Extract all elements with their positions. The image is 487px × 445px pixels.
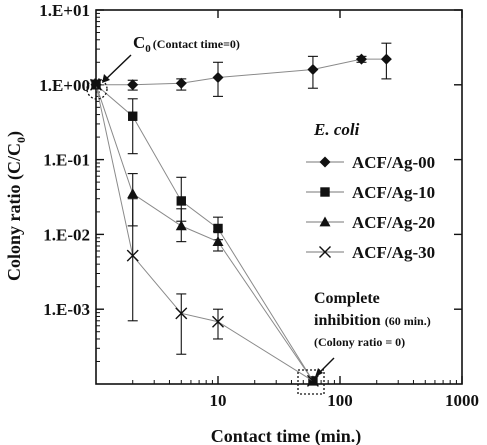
complete-inhibition-annotation: Complete inhibition(60 min.) (Colony rat… xyxy=(298,290,431,394)
y-tick-label: 1.E+01 xyxy=(39,1,90,20)
legend-label: ACF/Ag-20 xyxy=(352,213,435,232)
x-tick-label: 100 xyxy=(327,391,353,410)
inhibition-label-line3: (Colony ratio = 0) xyxy=(314,335,405,349)
y-tick-label: 1.E+00 xyxy=(39,76,90,95)
y-axis-ticks: 1.E+01 1.E+00 1.E-01 1.E-02 1.E-03 xyxy=(39,1,462,361)
c0-label: C0(Contact time=0) xyxy=(133,33,240,55)
x-tick-label: 10 xyxy=(210,391,227,410)
y-tick-label: 1.E-03 xyxy=(43,300,90,319)
legend-item: ACF/Ag-00 xyxy=(306,153,435,172)
square-marker xyxy=(320,187,329,196)
diamond-marker xyxy=(381,54,392,65)
legend-item: ACF/Ag-30 xyxy=(306,243,435,262)
legend-label: ACF/Ag-30 xyxy=(352,243,435,262)
diamond-marker xyxy=(307,64,318,75)
y-tick-label: 1.E-01 xyxy=(43,151,90,170)
legend-item: ACF/Ag-20 xyxy=(306,213,435,232)
diamond-marker xyxy=(213,72,224,83)
triangle-marker xyxy=(213,236,224,246)
series-acf-ag-20 xyxy=(91,79,319,385)
legend-label: ACF/Ag-10 xyxy=(352,183,435,202)
legend-title: E. coli xyxy=(313,120,360,139)
square-marker xyxy=(128,112,137,121)
x-axis-label: Contact time (min.) xyxy=(211,426,361,445)
inhibition-label-line2: inhibition(60 min.) xyxy=(314,312,431,329)
series-line xyxy=(96,85,313,381)
c0-arrow xyxy=(104,55,131,81)
legend: E. coli ACF/Ag-00 ACF/Ag-10 ACF/Ag-20 ACF/A… xyxy=(306,120,435,262)
diamond-marker xyxy=(127,79,138,90)
x-tick-label: 1000 xyxy=(445,391,479,410)
y-tick-label: 1.E-02 xyxy=(43,225,90,244)
diamond-marker xyxy=(356,54,367,65)
series-acf-ag-10 xyxy=(91,80,318,386)
diamond-marker xyxy=(320,157,331,168)
c0-annotation: C0(Contact time=0) xyxy=(87,33,240,99)
triangle-marker xyxy=(127,188,138,198)
series-line xyxy=(96,85,313,381)
legend-label: ACF/Ag-00 xyxy=(352,153,435,172)
square-marker xyxy=(177,196,186,205)
legend-item: ACF/Ag-10 xyxy=(306,183,435,202)
series-acf-ag-30 xyxy=(91,79,319,386)
series-line xyxy=(96,59,386,85)
triangle-marker xyxy=(320,217,331,227)
y-axis-label: Colony ratio (C/C0) xyxy=(4,131,28,281)
inhibition-label-line1: Complete xyxy=(314,290,380,307)
c0-arrow-head xyxy=(102,74,110,83)
series-line xyxy=(96,85,313,381)
triangle-marker xyxy=(176,220,187,230)
